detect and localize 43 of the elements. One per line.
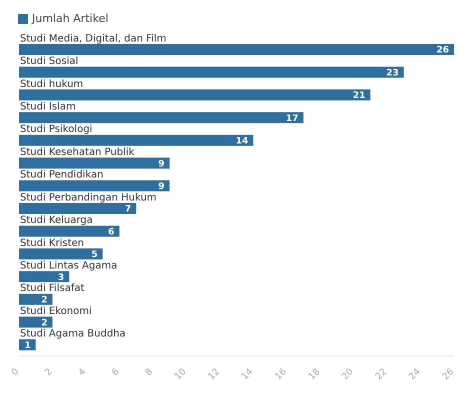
x-tick-label: 8 (144, 366, 156, 378)
y-tick-label: Studi Filsafat (20, 283, 84, 294)
y-tick-label: Studi Agama Buddha (20, 328, 126, 340)
data-label: 9 (158, 159, 165, 170)
data-label: 3 (58, 272, 64, 283)
y-tick-label: Studi Media, Digital, dan Film (20, 33, 166, 44)
legend-label: Jumlah Artikel (32, 12, 108, 25)
y-tick-label: Studi Islam (20, 102, 76, 112)
data-label: 2 (41, 318, 48, 328)
data-label: 7 (124, 204, 132, 215)
x-tick-label: 2 (43, 367, 55, 378)
y-tick-label: Studi Ekonomi (20, 306, 92, 317)
y-tick-label: Studi Keluarga (20, 215, 93, 226)
x-tick-label: 6 (110, 366, 122, 378)
y-tick-label: Studi Pendidikan (20, 170, 104, 181)
y-tick-label: Studi Lintas Agama (20, 260, 118, 272)
data-label: 26 (436, 46, 449, 56)
y-tick-label: Studi Sosial (20, 56, 78, 68)
x-tick-label: 0 (10, 366, 22, 378)
y-tick-label: Studi hukum (20, 78, 84, 90)
x-tick-label: 18 (307, 366, 322, 382)
data-label: 14 (236, 136, 248, 147)
x-tick-label: 4 (76, 366, 88, 378)
data-label: 1 (24, 340, 31, 351)
data-label: 17 (286, 114, 298, 124)
x-tick-label: 10 (173, 366, 189, 382)
y-tick-label: Studi Psikologi (20, 124, 92, 136)
x-tick-label: 14 (240, 366, 256, 382)
x-tick-label: 26 (440, 366, 456, 382)
x-tick-label: 20 (340, 366, 356, 382)
data-label: 9 (158, 182, 165, 192)
data-label: 2 (41, 296, 48, 306)
x-tick-label: 12 (206, 367, 222, 382)
x-tick-label: 24 (407, 366, 423, 382)
y-tick-label: Studi Kristen (20, 238, 84, 249)
y-tick-label: Studi Kesehatan Publik (20, 146, 135, 158)
y-tick-label: Studi Perbandingan Hukum (20, 192, 157, 204)
x-tick-label: 22 (374, 367, 390, 382)
data-label: 21 (352, 91, 366, 102)
data-label: 5 (91, 250, 98, 260)
data-label: 6 (108, 227, 114, 238)
data-label: 23 (386, 68, 399, 78)
x-tick-label: 16 (274, 366, 290, 382)
